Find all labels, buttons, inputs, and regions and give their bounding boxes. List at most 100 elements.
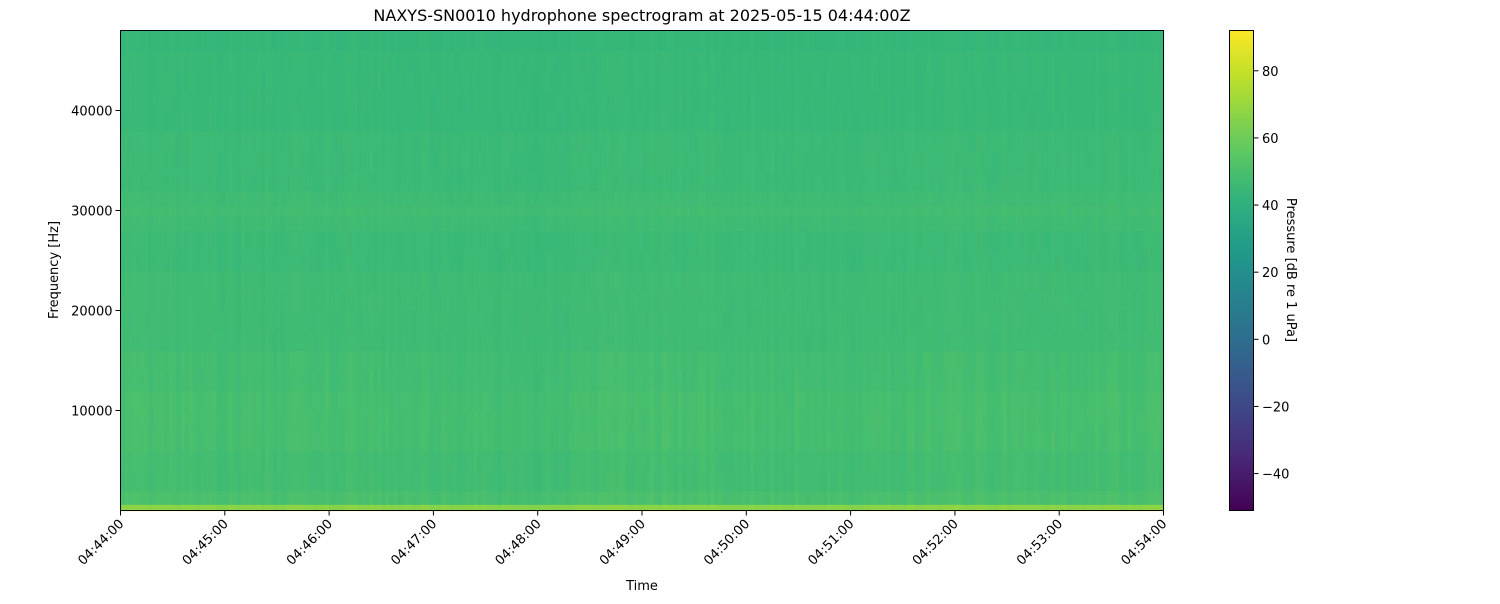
heatmap-cell [313,205,318,217]
heatmap-cell [357,390,362,412]
heatmap-cell [714,450,719,472]
heatmap-cell [674,230,679,252]
heatmap-cell [790,430,796,452]
heatmap-cell [405,470,410,492]
heatmap-cell [441,70,447,92]
heatmap-cell [433,215,439,232]
heatmap-cell [766,70,771,92]
heatmap-cell [501,70,507,92]
heatmap-cell [301,170,306,192]
heatmap-cell [353,470,358,492]
heatmap-cell [297,310,302,332]
heatmap-cell [646,410,651,432]
heatmap-cell [670,70,675,92]
heatmap-cell [381,390,386,412]
heatmap-cell [433,30,439,52]
heatmap-cell [698,70,703,92]
heatmap-cell [533,290,539,312]
heatmap-cell [762,450,767,472]
heatmap-cell [794,170,800,192]
heatmap-cell [806,430,812,452]
heatmap-cell [501,190,507,207]
heatmap-cell [537,330,543,352]
heatmap-cell [361,215,366,232]
heatmap-cell [433,390,439,412]
heatmap-cell [280,504,286,512]
heatmap-cell [132,290,138,312]
heatmap-cell [509,50,515,72]
heatmap-cell [357,205,362,217]
heatmap-cell [429,190,434,207]
heatmap-cell [738,30,743,52]
heatmap-cell [794,310,800,332]
heatmap-cell [850,150,856,172]
heatmap-cell [662,430,667,452]
heatmap-cell [188,90,194,112]
heatmap-cell [718,90,723,112]
heatmap-cell [814,490,820,505]
heatmap-cell [317,390,322,412]
heatmap-cell [260,50,266,72]
heatmap-cell [489,50,495,72]
heatmap-cell [826,215,832,232]
heatmap-cell [882,370,888,392]
heatmap-cell [854,310,860,332]
heatmap-cell [345,504,350,512]
heatmap-cell [818,330,824,352]
heatmap-cell [148,504,154,512]
heatmap-cell [573,390,579,412]
heatmap-cell [802,190,808,207]
heatmap-cell [204,215,210,232]
heatmap-cell [846,130,852,152]
heatmap-cell [425,250,430,272]
heatmap-cell [493,130,499,152]
heatmap-cell [702,450,707,472]
heatmap-cell [537,205,543,217]
heatmap-cell [654,70,659,92]
heatmap-cell [437,470,443,492]
heatmap-cell [381,350,386,372]
heatmap-cell [674,250,679,272]
heatmap-cell [232,390,238,412]
heatmap-cell [866,390,872,412]
heatmap-cell [465,290,471,312]
heatmap-cell [545,50,551,72]
heatmap-cell [573,470,579,492]
heatmap-cell [826,50,832,72]
heatmap-cell [886,215,892,232]
heatmap-cell [786,205,792,217]
heatmap-cell [152,370,158,392]
heatmap-cell [132,170,138,192]
heatmap-cell [617,450,623,472]
heatmap-cell [369,150,374,172]
heatmap-cell [662,290,667,312]
heatmap-cell [826,370,832,392]
heatmap-cell [541,190,547,207]
heatmap-cell [730,490,735,505]
heatmap-cell [637,350,643,372]
heatmap-cell [818,130,824,152]
heatmap-cell [790,290,796,312]
heatmap-cell [252,270,258,292]
heatmap-cell [381,90,386,112]
heatmap-cell [746,450,751,472]
heatmap-cell [349,110,354,132]
heatmap-cell [742,350,747,372]
heatmap-cell [670,50,675,72]
heatmap-cell [297,250,302,272]
heatmap-cell [678,330,683,352]
heatmap-cell [168,150,174,172]
heatmap-cell [746,110,751,132]
heatmap-cell [842,250,848,272]
heatmap-cell [565,350,571,372]
heatmap-cell [698,310,703,332]
heatmap-cell [461,410,467,432]
heatmap-cell [449,330,455,352]
heatmap-cell [702,70,707,92]
heatmap-cell [228,190,234,207]
heatmap-cell [413,150,418,172]
heatmap-cell [678,430,683,452]
heatmap-cell [192,250,198,272]
heatmap-cell [497,30,503,52]
heatmap-cell [224,250,230,272]
